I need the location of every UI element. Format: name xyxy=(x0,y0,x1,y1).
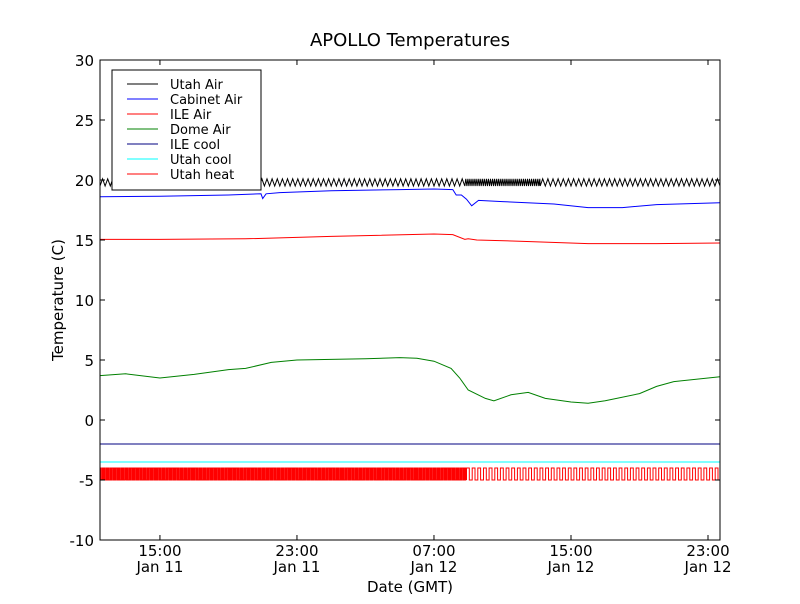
x-tick-time: 15:00 xyxy=(549,542,592,560)
y-tick-label: 20 xyxy=(75,172,94,190)
y-tick-label: -5 xyxy=(79,472,94,490)
legend-box xyxy=(111,69,262,191)
y-tick-label: 0 xyxy=(84,412,94,430)
series-line-dome-air xyxy=(99,357,721,404)
series-line-utah-heat xyxy=(99,467,719,481)
x-tick-time: 07:00 xyxy=(412,542,455,560)
y-tick-label: 25 xyxy=(75,112,94,130)
x-tick-time: 23:00 xyxy=(686,542,729,560)
y-axis-label: Temperature (C) xyxy=(49,239,67,362)
x-tick-time: 15:00 xyxy=(138,542,181,560)
x-tick-date: Jan 11 xyxy=(135,558,183,576)
legend-label: Dome Air xyxy=(170,123,231,138)
y-tick-label: 5 xyxy=(84,352,94,370)
y-tick-label: 30 xyxy=(75,52,94,70)
series-line-ile-air xyxy=(100,233,721,245)
legend-label: ILE cool xyxy=(170,138,220,153)
x-tick-time: 23:00 xyxy=(275,542,318,560)
x-axis-label: Date (GMT) xyxy=(367,578,453,596)
legend-label: Utah cool xyxy=(170,153,232,168)
x-tick-date: Jan 12 xyxy=(409,558,457,576)
x-tick-date: Jan 12 xyxy=(684,558,732,576)
legend-label: ILE Air xyxy=(170,108,212,123)
y-tick-label: 10 xyxy=(75,292,94,310)
series-line-cabinet-air xyxy=(99,188,721,209)
legend-label: Utah Air xyxy=(170,78,223,93)
x-tick-date: Jan 11 xyxy=(272,558,320,576)
chart-title: APOLLO Temperatures xyxy=(310,30,510,51)
y-tick-label: 15 xyxy=(75,232,94,250)
legend-label: Utah heat xyxy=(170,168,234,183)
x-tick-date: Jan 12 xyxy=(547,558,595,576)
y-tick-label: -10 xyxy=(70,532,95,550)
legend-label: Cabinet Air xyxy=(170,93,243,108)
